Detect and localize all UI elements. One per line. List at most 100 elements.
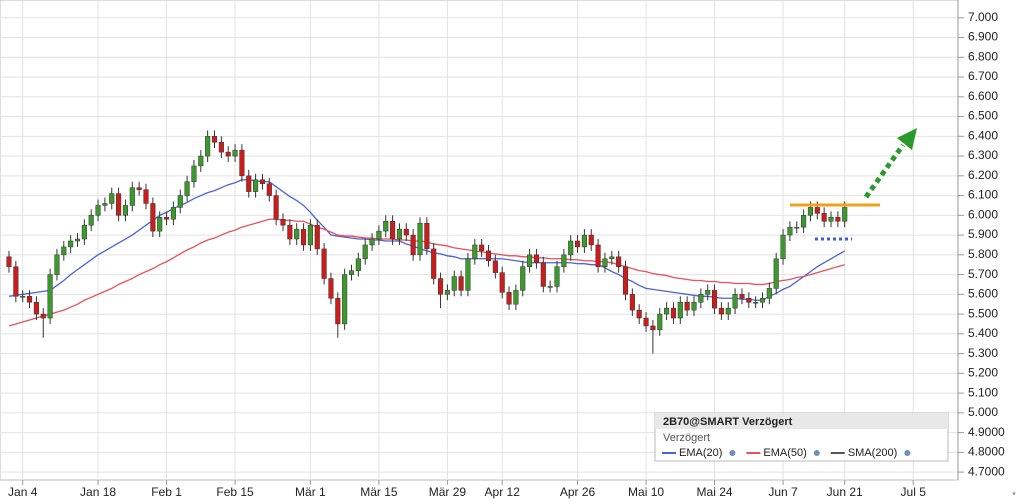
- y-tick-label: 6.000: [968, 207, 998, 221]
- candle-body: [314, 224, 320, 250]
- candle-body: [472, 244, 478, 260]
- candle-body: [27, 296, 33, 303]
- candle-body: [677, 301, 683, 319]
- candle-body: [725, 307, 731, 315]
- legend-label: SMA(200): [848, 447, 898, 459]
- x-tick-label: Apr 26: [560, 485, 596, 499]
- candle-body: [718, 307, 724, 315]
- candle-body: [321, 248, 327, 279]
- candle-body: [143, 189, 149, 204]
- candle-body: [657, 313, 663, 331]
- candle-body: [33, 301, 39, 315]
- candle-body: [670, 307, 677, 319]
- candle-body: [780, 234, 786, 260]
- candle-body: [622, 266, 629, 295]
- candle-body: [568, 240, 574, 256]
- candle-body: [602, 258, 608, 267]
- candle-body: [88, 215, 94, 226]
- y-tick-label: 6.600: [968, 89, 998, 103]
- candle-body: [451, 276, 457, 291]
- candle-body: [205, 136, 211, 157]
- y-tick-label: 6.200: [968, 168, 998, 182]
- candle-body: [705, 290, 711, 295]
- y-tick-label: 5.000: [968, 405, 998, 419]
- candle-body: [136, 187, 142, 190]
- candle-body: [198, 155, 204, 167]
- candle-body: [431, 248, 437, 279]
- y-tick-label: 5.900: [968, 227, 998, 241]
- candle-body: [554, 266, 560, 287]
- x-tick-label: Mär 15: [360, 485, 398, 499]
- candle-body: [301, 228, 307, 246]
- trend-arrow: [863, 143, 906, 199]
- x-tick-label: Feb 15: [216, 485, 254, 499]
- candle-body: [842, 207, 848, 222]
- candle-body: [684, 301, 690, 311]
- candle-body: [801, 215, 807, 228]
- plot-area: [0, 0, 959, 481]
- y-tick-label: 5.300: [968, 346, 998, 360]
- candle-body: [40, 313, 46, 319]
- candle-body: [506, 292, 512, 305]
- candle-body: [691, 301, 697, 311]
- candle-body: [74, 238, 81, 242]
- candle-body: [410, 234, 416, 256]
- candle-body: [396, 228, 402, 240]
- candle-body: [609, 256, 615, 260]
- candle-body: [629, 294, 635, 311]
- candle-body: [588, 234, 594, 246]
- legend-eye-icon: [904, 450, 911, 456]
- candle-body: [218, 141, 224, 153]
- candle-body: [47, 274, 53, 319]
- candle-body: [61, 246, 67, 256]
- candle-body: [170, 207, 176, 220]
- y-tick-label: 6.700: [968, 69, 998, 83]
- candle-body: [479, 244, 485, 252]
- candle-body: [698, 294, 704, 303]
- candle-body: [348, 270, 355, 275]
- candle-body: [287, 224, 293, 240]
- legend-header: [655, 413, 948, 429]
- candle-body: [246, 175, 252, 192]
- candle-body: [759, 298, 766, 303]
- candle-body: [68, 240, 74, 248]
- candle-body: [403, 228, 409, 236]
- x-tick-label: Mai 24: [697, 485, 733, 499]
- candle-body: [362, 244, 368, 260]
- candle-body: [259, 179, 265, 184]
- candle-body: [492, 260, 498, 273]
- candle-body: [458, 276, 464, 291]
- candle-body: [547, 286, 553, 288]
- candle-body: [232, 149, 238, 157]
- y-tick-label: 6.100: [968, 188, 998, 202]
- candle-body: [424, 222, 430, 250]
- candle-body: [787, 226, 793, 236]
- y-tick-label: 7.000: [968, 10, 998, 24]
- candle-body: [444, 290, 450, 295]
- candle-body: [835, 217, 841, 222]
- candle-body: [355, 258, 361, 271]
- legend-label: EMA(20): [679, 447, 722, 459]
- candle-body: [95, 205, 101, 216]
- candle-body: [643, 317, 649, 327]
- x-tick-label: Apr 12: [485, 485, 521, 499]
- x-tick-label: Jan 4: [8, 485, 38, 499]
- y-tick-label: 6.500: [968, 109, 998, 123]
- candle-body: [581, 234, 587, 248]
- y-tick-label: 6.400: [968, 128, 998, 142]
- candle-body: [814, 207, 820, 214]
- x-tick-label: Jun 21: [827, 485, 863, 499]
- candle-body: [6, 256, 12, 267]
- y-tick-label: 5.100: [968, 385, 998, 399]
- candle-body: [739, 294, 745, 299]
- candle-body: [575, 240, 581, 248]
- candle-body: [520, 266, 526, 291]
- legend-eye-icon: [729, 450, 736, 456]
- candle-body: [746, 298, 752, 303]
- legend-label: EMA(50): [763, 447, 806, 459]
- candle-body: [807, 207, 814, 216]
- candle-body: [116, 193, 122, 216]
- candle-body: [109, 193, 115, 204]
- candle-body: [225, 151, 231, 157]
